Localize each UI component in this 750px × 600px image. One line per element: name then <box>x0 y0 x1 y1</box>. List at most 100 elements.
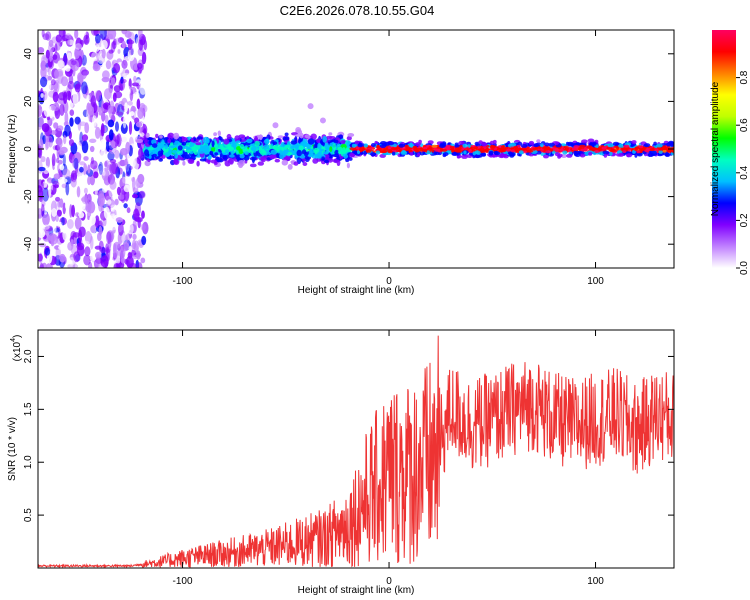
heatmap-cell <box>103 88 112 100</box>
heatmap-cell <box>518 150 524 155</box>
heatmap-cell <box>136 250 141 260</box>
heatmap-cell <box>52 91 59 103</box>
snr-y-ticks: 0.5 1.0 1.5 2.0 <box>23 349 674 522</box>
heatmap-cell <box>607 143 614 148</box>
heatmap-cell <box>136 156 141 165</box>
heatmap-cell <box>115 37 121 45</box>
heatmap-cell <box>57 163 61 172</box>
heatmap-cell <box>78 211 85 219</box>
heatmap-cell <box>281 159 288 166</box>
heatmap-cell <box>135 177 141 189</box>
y-tick-label: 0 <box>23 146 34 152</box>
heatmap-cell <box>113 38 117 46</box>
heatmap-cell <box>122 76 128 90</box>
heatmap-cell <box>254 140 260 147</box>
heatmap-cell <box>74 116 81 125</box>
spectrogram-x-label: Height of straight line (km) <box>298 285 415 296</box>
heatmap-cell <box>103 206 110 220</box>
heatmap-cell <box>115 111 124 116</box>
heatmap-cell <box>581 139 588 144</box>
heatmap-cell <box>474 154 481 159</box>
heatmap-cell <box>314 149 318 155</box>
heatmap-cell <box>415 142 421 147</box>
heatmap-cell <box>83 34 90 46</box>
heatmap-cell <box>492 153 496 158</box>
heatmap-cell <box>250 146 257 152</box>
heatmap-cell <box>508 151 515 156</box>
heatmap-cell <box>128 246 133 253</box>
heatmap-cell <box>54 43 58 54</box>
heatmap-cell <box>148 146 154 151</box>
heatmap-cell <box>63 135 67 145</box>
heatmap-cell <box>90 95 96 108</box>
heatmap-cell <box>42 86 47 92</box>
heatmap-cell <box>623 144 630 148</box>
heatmap-cell <box>189 151 194 155</box>
heatmap-cell <box>132 194 138 199</box>
heatmap-cell <box>562 150 568 155</box>
heatmap-cell <box>121 135 128 144</box>
snr-scale-prefix: (x10 <box>12 341 23 361</box>
heatmap-cell <box>553 147 559 151</box>
heatmap-cell <box>484 149 489 153</box>
heatmap-cell <box>346 162 350 169</box>
heatmap-cell <box>117 49 121 54</box>
heatmap-cell <box>289 143 295 150</box>
heatmap-cell <box>101 100 105 113</box>
heatmap-cell <box>671 149 674 153</box>
heatmap-cell <box>246 135 250 140</box>
heatmap-cell <box>89 214 96 226</box>
heatmap-cell <box>526 149 534 153</box>
heatmap-cell <box>57 60 65 69</box>
heatmap-cell <box>662 149 667 153</box>
heatmap-cell <box>606 146 611 150</box>
heatmap-cell <box>377 147 382 151</box>
heatmap-cell <box>95 33 101 44</box>
heatmap-cell <box>66 90 72 101</box>
heatmap-cell <box>283 146 287 150</box>
heatmap-cell <box>492 139 497 144</box>
heatmap-cell <box>77 72 84 83</box>
heatmap-cell <box>336 156 340 160</box>
heatmap-cell <box>517 141 523 146</box>
heatmap-cell <box>62 228 68 241</box>
heatmap-cell <box>263 144 270 150</box>
heatmap-cell <box>144 149 149 157</box>
heatmap-cell <box>244 151 249 156</box>
heatmap-cell <box>235 140 241 144</box>
heatmap-cell <box>631 140 637 145</box>
heatmap-cell <box>639 147 646 151</box>
heatmap-cell <box>49 109 54 119</box>
heatmap-cell <box>58 92 67 101</box>
heatmap-cell <box>50 79 56 86</box>
heatmap-cell <box>52 102 60 112</box>
heatmap-cell <box>137 171 142 179</box>
heatmap-cell <box>234 135 240 142</box>
heatmap-cell <box>381 150 387 153</box>
heatmap-cell <box>104 114 109 125</box>
heatmap-cell <box>278 146 285 151</box>
heatmap-cell <box>602 150 610 155</box>
heatmap-cell <box>387 141 395 146</box>
heatmap-cell <box>622 147 627 151</box>
heatmap-cell <box>74 47 80 60</box>
heatmap-cell <box>272 141 278 145</box>
heatmap-cell <box>136 226 142 235</box>
heatmap-cell <box>239 143 245 149</box>
heatmap-cell <box>632 149 636 154</box>
heatmap-cell <box>322 135 328 143</box>
heatmap-cell <box>226 133 232 140</box>
heatmap-cell <box>77 173 85 185</box>
heatmap-cell <box>112 226 116 234</box>
heatmap-cell <box>86 151 93 156</box>
heatmap-cell <box>345 147 349 151</box>
heatmap-cell <box>284 149 289 155</box>
heatmap-cell <box>114 149 120 159</box>
heatmap-cell <box>82 43 87 54</box>
heatmap-cell <box>83 156 89 161</box>
x-tick-label: 100 <box>587 576 604 587</box>
heatmap-cell <box>67 263 76 268</box>
heatmap-cell <box>353 150 358 155</box>
heatmap-cell <box>64 124 71 137</box>
heatmap-cell <box>277 135 284 139</box>
